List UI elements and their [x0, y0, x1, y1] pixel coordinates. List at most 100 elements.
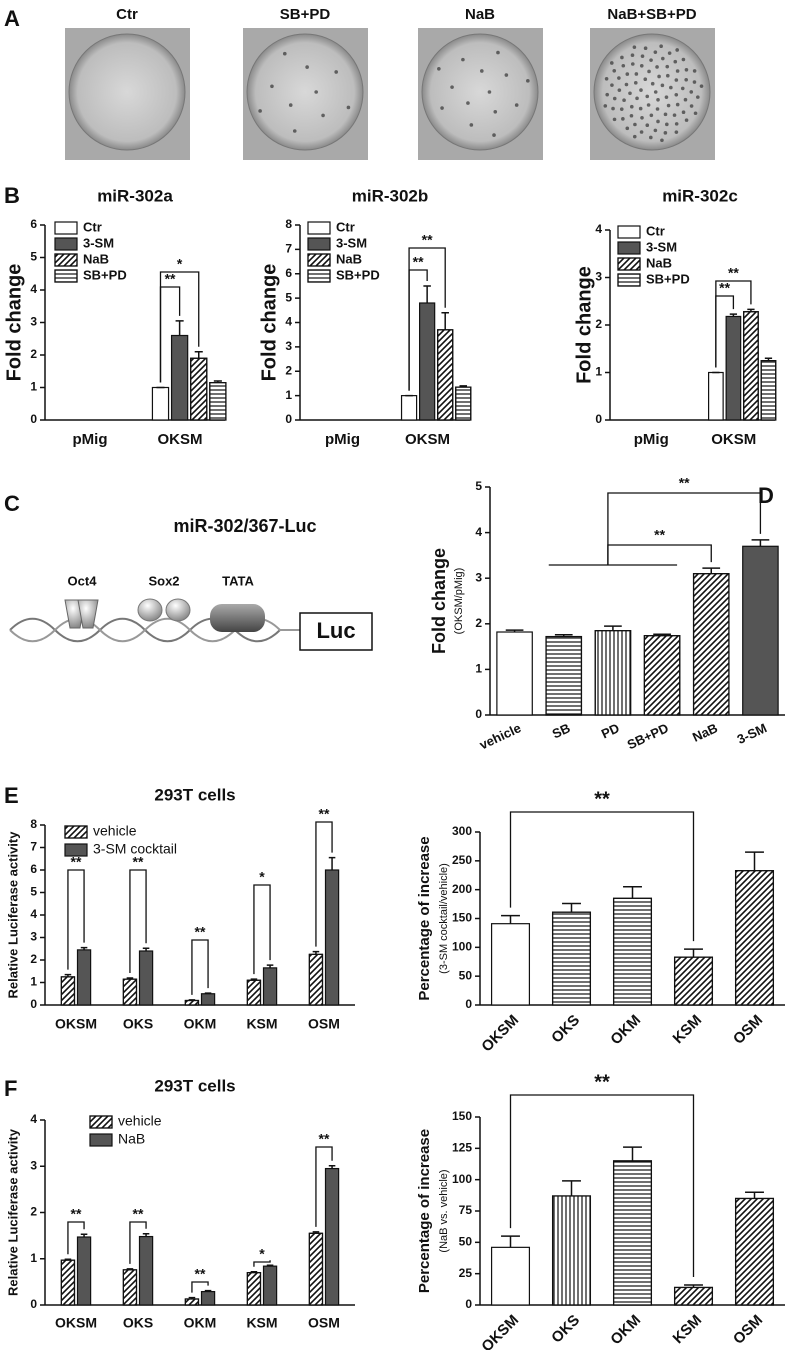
significance-bracket — [129, 869, 147, 973]
significance-bracket — [509, 811, 695, 942]
significance-label: ** — [594, 788, 610, 810]
photo-colony — [653, 128, 658, 133]
photo-colony — [692, 80, 697, 84]
bar-hatch — [308, 1232, 324, 1306]
photo-colony — [681, 110, 686, 114]
bar-hatch — [760, 360, 777, 421]
error-bar — [328, 856, 336, 870]
significance-bracket — [315, 1146, 333, 1227]
error-bar — [751, 539, 770, 547]
photo-colony — [674, 78, 679, 82]
bar-hatch — [122, 978, 138, 1006]
x-tick-label: KSM — [246, 1016, 277, 1032]
oct4-shape — [77, 599, 99, 629]
y-tick-label: 6 — [30, 862, 37, 876]
photo-colony — [640, 54, 645, 58]
bar-hatch — [246, 1272, 262, 1306]
photo-colony — [635, 96, 639, 101]
significance-label: ** — [594, 1071, 610, 1093]
photo-colony — [504, 73, 509, 77]
x-tick-label: OKSM — [158, 431, 203, 448]
photo-colony — [288, 103, 293, 107]
photo-colony — [684, 67, 689, 72]
photo-colony — [656, 98, 660, 102]
photo-colony — [492, 133, 496, 137]
x-tick-label: KSM — [246, 1315, 277, 1331]
error-bar — [194, 351, 203, 359]
bar-hatch — [692, 573, 730, 716]
y-axis-label: Fold change — [429, 548, 449, 654]
error-bar — [64, 1258, 72, 1261]
photo-colony — [321, 113, 325, 118]
bar-hatch — [307, 269, 331, 283]
error-bar — [764, 357, 773, 361]
error-bar — [745, 851, 764, 871]
panel-label: D — [758, 483, 774, 508]
bar-hatch — [551, 1195, 592, 1306]
photo-colony — [612, 117, 617, 122]
error-bar — [175, 320, 184, 336]
luc-box — [299, 612, 373, 651]
bar — [400, 395, 418, 421]
photo-colony — [650, 81, 655, 86]
legend-label: 3-SM — [83, 235, 114, 250]
legend-swatch — [617, 241, 641, 255]
error-bar — [312, 1231, 320, 1234]
y-axis-label: Relative Luciferase activity — [5, 831, 20, 999]
photo-colony — [672, 113, 677, 117]
y-tick-label: 3 — [30, 1158, 37, 1172]
legend-label: NaB — [83, 251, 109, 266]
y-tick-label: 0 — [30, 1297, 37, 1311]
bar — [200, 993, 216, 1006]
y-tick-label: 0 — [30, 412, 37, 426]
bar — [200, 1290, 216, 1306]
x-tick-label: KSM — [670, 1012, 706, 1048]
bar-hatch — [673, 1286, 714, 1306]
bar-hatch — [743, 311, 759, 421]
photo-colony — [611, 106, 615, 111]
significance-label: ** — [133, 1206, 144, 1222]
bar — [76, 1236, 92, 1306]
photo-colony — [632, 45, 637, 49]
significance-label: ** — [71, 1206, 82, 1222]
bar — [496, 631, 533, 716]
x-tick-label: OKM — [607, 1012, 644, 1049]
y-tick-label: 4 — [30, 1112, 37, 1126]
error-bar — [188, 999, 196, 1001]
bar-hatch — [551, 911, 592, 1006]
photo-label: NaB+SB+PD — [607, 6, 696, 23]
y-tick-label: 200 — [452, 882, 472, 896]
photo-colony — [665, 122, 669, 127]
legend-label: 3-SM cocktail — [93, 841, 177, 857]
significance-label: ** — [413, 254, 424, 270]
bar-hatch — [190, 357, 208, 421]
photo-colony — [663, 112, 668, 117]
legend-label: Ctr — [646, 223, 665, 238]
bar-hatch — [617, 257, 641, 271]
bar-hatch — [307, 253, 331, 267]
x-tick-label: PD — [599, 720, 622, 741]
photo-colony — [514, 103, 519, 107]
significance-label: ** — [195, 1266, 206, 1282]
error-bar — [328, 1165, 336, 1169]
y-tick-label: 4 — [30, 282, 37, 296]
legend-label: vehicle — [118, 1113, 162, 1129]
legend-label: NaB — [118, 1131, 145, 1147]
error-bar — [126, 977, 134, 980]
photo-colony — [665, 64, 670, 69]
bar — [138, 1235, 154, 1306]
significance-label: ** — [422, 232, 433, 248]
photo-colony — [628, 91, 632, 96]
photo-colony — [620, 55, 624, 60]
y-tick-label: 5 — [475, 479, 482, 493]
significance-bracket — [607, 492, 762, 565]
photo-colony — [699, 84, 704, 88]
y-tick-label: 150 — [452, 1109, 472, 1123]
significance-label: ** — [679, 475, 690, 491]
error-bar — [653, 633, 671, 636]
photo-colony — [480, 69, 484, 73]
photo-colony — [683, 97, 688, 102]
photo-colony — [681, 57, 686, 62]
y-tick-label: 3 — [595, 270, 602, 284]
y-tick-label: 7 — [285, 242, 292, 256]
